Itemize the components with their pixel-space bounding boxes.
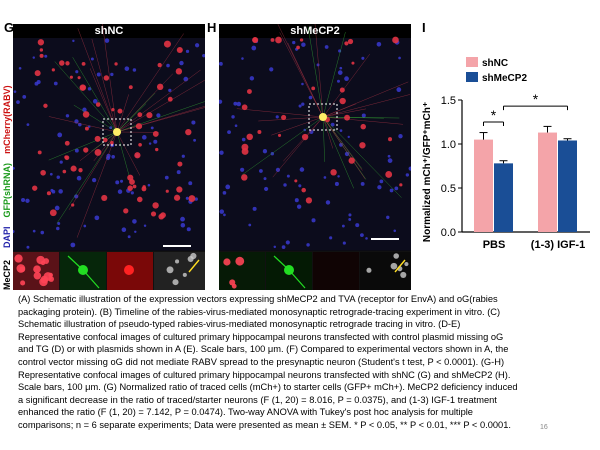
bar-shnc-1 <box>538 132 557 232</box>
page-number: 16 <box>540 424 548 431</box>
y-tick-label: 1.0 <box>441 139 456 151</box>
caption-line: Representative confocal images of cultur… <box>18 369 511 380</box>
caption-line: Schematic illustration of pseudo-typed r… <box>18 319 461 330</box>
x-tick-label: (1-3) IGF-1 <box>531 239 585 251</box>
y-tick-label: 0.5 <box>441 183 456 195</box>
legend-swatch-shnc <box>466 57 478 67</box>
caption-line: Scale bars, 100 μm. (G) Normalized ratio… <box>18 382 518 393</box>
caption-line: Representative confocal images of cultur… <box>18 331 504 342</box>
sig-star: * <box>491 107 497 123</box>
panel-letter-h: H <box>207 20 217 35</box>
mecp2-label: MeCP2 <box>2 259 12 290</box>
bar-shmecp2-1 <box>558 140 577 232</box>
mcherry-label: mCherry(RABV) <box>2 85 12 154</box>
micrograph-shnc: shNC <box>13 24 205 290</box>
micrograph-shmecp2: shMeCP2 <box>219 24 411 290</box>
micrograph-shnc-image <box>13 24 205 290</box>
dapi-label: DAPI <box>2 226 12 248</box>
legend-label-shmecp2: shMeCP2 <box>482 73 527 84</box>
micrograph-title-shnc: shNC <box>13 24 205 38</box>
x-tick-label: PBS <box>483 239 506 251</box>
micrograph-shmecp2-image <box>219 24 411 290</box>
y-tick-label: 1.5 <box>441 95 456 107</box>
sig-star: * <box>533 91 539 107</box>
caption-line: a significant decrease in the ratio of t… <box>18 394 497 405</box>
figure-caption: (A) Schematic illustration of the expres… <box>18 293 584 432</box>
y-axis-label: Normalized mCh⁺/GFP⁺mCh⁺ <box>422 102 433 242</box>
caption-line: enhanced the ratio (F (1, 20) = 7.142, P… <box>18 407 473 418</box>
bar-shmecp2-0 <box>494 163 513 232</box>
micrograph-title-shmecp2: shMeCP2 <box>219 24 411 38</box>
stain-labels-column: DAPI GFP(shRNA) mCherry(RABV) <box>2 38 12 248</box>
caption-line: and TG (D) or with plasmids shown in A (… <box>18 344 509 355</box>
gfp-label: GFP(shRNA) <box>2 162 12 218</box>
legend-label-shnc: shNC <box>482 58 508 69</box>
caption-line: (A) Schematic illustration of the expres… <box>18 294 498 304</box>
legend-swatch-shmecp2 <box>466 72 478 82</box>
panel-letter-g: G <box>4 20 15 35</box>
caption-line: control vector missing oG did not mediat… <box>18 356 505 367</box>
y-tick-label: 0.0 <box>441 227 456 239</box>
bar-shnc-0 <box>474 139 493 232</box>
panel-letter-i: I <box>422 20 426 35</box>
caption-line: comparisons; n = 6 separate experiments;… <box>18 419 511 430</box>
bar-chart: 0.0 0.5 1.0 1.5 Normalized mCh⁺/GFP⁺mCh⁺ PBS (… <box>422 57 590 251</box>
caption-line: packaging protein). (B) Timeline of the … <box>18 306 501 317</box>
